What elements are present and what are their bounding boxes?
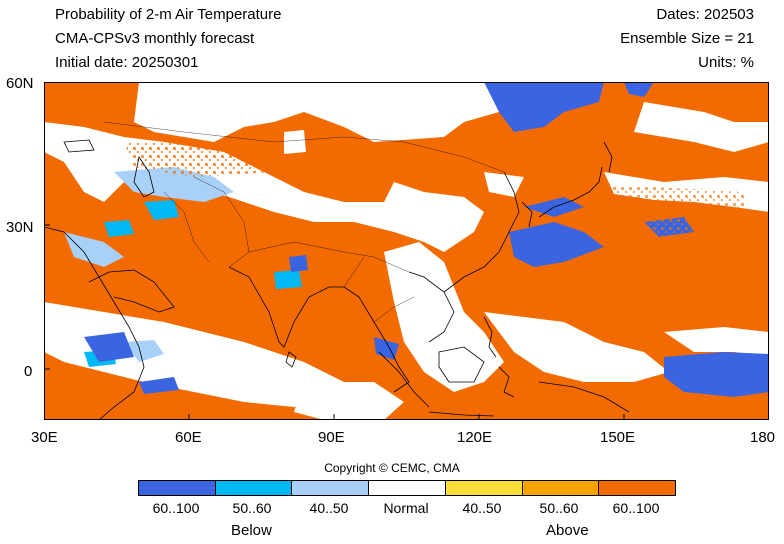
legend-label-below-50-60: 50..60 <box>232 500 272 516</box>
title-line-3: Initial date: 20250301 <box>55 54 199 71</box>
legend-label-normal: Normal <box>383 500 429 516</box>
lon-label-150e: 150E <box>600 429 636 446</box>
lon-label-30e: 30E <box>31 429 58 446</box>
legend-label-below-40-50: 40..50 <box>309 500 349 516</box>
color-legend <box>138 480 676 496</box>
ensemble-size-label: Ensemble Size = 21 <box>620 30 754 47</box>
legend-label-below-60-100: 60..100 <box>152 500 200 516</box>
legend-cell-below-60-100 <box>139 481 216 495</box>
legend-cell-below-50-60 <box>215 481 293 495</box>
legend-cell-above-50-60 <box>522 481 600 495</box>
lon-label-180: 180 <box>750 429 776 446</box>
legend-cell-above-40-50 <box>445 481 523 495</box>
legend-group-above: Above <box>546 522 589 539</box>
legend-group-below: Below <box>231 522 272 539</box>
copyright-text: Copyright © CEMC, CMA <box>324 461 460 475</box>
legend-cell-above-60-100 <box>599 481 676 495</box>
legend-label-above-40-50: 40..50 <box>462 500 502 516</box>
axis-ticks <box>44 224 625 420</box>
title-line-1: Probability of 2-m Air Temperature <box>55 6 282 23</box>
lon-label-120e: 120E <box>457 429 493 446</box>
legend-label-above-50-60: 50..60 <box>539 500 579 516</box>
coastlines <box>44 139 630 420</box>
probability-map <box>44 82 769 420</box>
title-line-2: CMA-CPSv3 monthly forecast <box>55 30 255 47</box>
country-borders <box>103 121 505 323</box>
legend-cell-normal <box>369 481 446 495</box>
lat-label-0: 0 <box>24 363 33 380</box>
lon-label-90e: 90E <box>318 429 345 446</box>
lat-label-30n: 30N <box>6 219 34 236</box>
lat-label-60n: 60N <box>6 75 34 92</box>
lon-label-60e: 60E <box>175 429 202 446</box>
legend-cell-below-40-50 <box>292 481 370 495</box>
units-label: Units: % <box>698 54 754 71</box>
legend-label-above-60-100: 60..100 <box>612 500 660 516</box>
dates-label: Dates: 202503 <box>656 6 754 23</box>
